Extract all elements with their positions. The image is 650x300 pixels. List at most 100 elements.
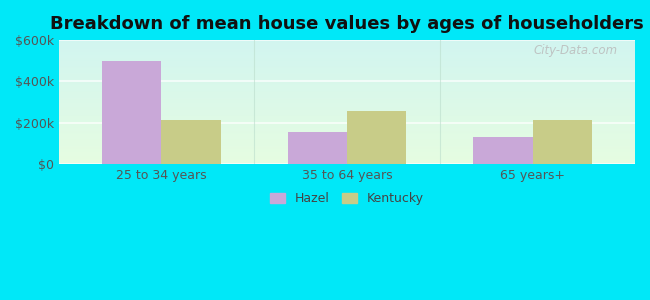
Bar (59, 155, 635, 156)
Bar (59, 123, 635, 124)
Bar (59, 108, 635, 109)
Bar (59, 97, 635, 98)
Bar (59, 116, 635, 117)
Bar (59, 78, 635, 79)
Bar (59, 84, 635, 85)
Bar (59, 161, 635, 162)
Bar (59, 130, 635, 131)
Bar (59, 113, 635, 114)
Bar (59, 40, 635, 41)
Bar (59, 107, 635, 108)
Bar (59, 103, 635, 104)
Bar (59, 51, 635, 52)
Bar (59, 66, 635, 67)
Bar (59, 141, 635, 142)
Bar (59, 43, 635, 44)
Bar (59, 126, 635, 127)
Bar (59, 89, 635, 90)
Legend: Hazel, Kentucky: Hazel, Kentucky (265, 187, 429, 210)
Bar (59, 117, 635, 118)
Bar (59, 88, 635, 89)
Bar (59, 124, 635, 125)
Bar (59, 96, 635, 97)
Bar (59, 41, 635, 42)
Bar (59, 145, 635, 146)
Bar (59, 120, 635, 121)
Bar (59, 75, 635, 76)
Bar (59, 55, 635, 56)
Bar (59, 47, 635, 48)
Bar (59, 122, 635, 123)
Bar (59, 110, 635, 111)
Bar (59, 140, 635, 141)
Bar (59, 159, 635, 160)
Bar (59, 128, 635, 129)
Bar (59, 121, 635, 122)
Bar (59, 146, 635, 147)
Bar (59, 85, 635, 86)
Bar (347, 112, 406, 164)
Bar (59, 72, 635, 73)
Bar (59, 60, 635, 61)
Bar (59, 77, 635, 78)
Bar (59, 58, 635, 59)
Bar (59, 153, 635, 154)
Bar (59, 64, 635, 65)
Bar (59, 44, 635, 45)
Bar (59, 160, 635, 161)
Bar (59, 59, 635, 60)
Bar (59, 112, 635, 113)
Bar (59, 105, 635, 106)
Bar (59, 46, 635, 47)
Bar (59, 63, 635, 64)
Bar (59, 102, 635, 103)
Bar (59, 68, 635, 69)
Bar (59, 70, 635, 71)
Bar (59, 135, 635, 136)
Bar (59, 92, 635, 93)
Bar (59, 157, 635, 158)
Bar (59, 54, 635, 55)
Bar (59, 111, 635, 112)
Bar (59, 118, 635, 119)
Bar (59, 98, 635, 99)
Bar (59, 94, 635, 95)
Bar (59, 50, 635, 51)
Bar (59, 138, 635, 139)
Bar (59, 61, 635, 62)
Bar (59, 114, 635, 115)
Bar (59, 65, 635, 66)
Bar (59, 143, 635, 144)
Bar (59, 106, 635, 107)
Bar (59, 95, 635, 96)
Bar (59, 49, 635, 50)
Bar (59, 71, 635, 72)
Bar (59, 144, 635, 145)
Bar (59, 101, 635, 102)
Bar (59, 80, 635, 81)
Bar (59, 163, 635, 164)
Bar (59, 137, 635, 138)
Bar (59, 57, 635, 58)
Bar (59, 142, 635, 143)
Bar (59, 100, 635, 101)
Bar (59, 131, 635, 132)
Bar (59, 99, 635, 100)
Bar (59, 69, 635, 70)
Bar (59, 139, 635, 140)
Bar (59, 119, 635, 120)
Bar (59, 134, 635, 135)
Bar (59, 129, 635, 130)
Bar (59, 90, 635, 91)
Bar (59, 115, 635, 116)
Bar (101, 61, 161, 164)
Bar (59, 76, 635, 77)
Bar (533, 120, 592, 164)
Bar (59, 42, 635, 43)
Text: City-Data.com: City-Data.com (534, 44, 618, 57)
Bar (59, 83, 635, 84)
Bar (59, 152, 635, 153)
Bar (59, 82, 635, 83)
Bar (59, 93, 635, 94)
Bar (59, 56, 635, 57)
